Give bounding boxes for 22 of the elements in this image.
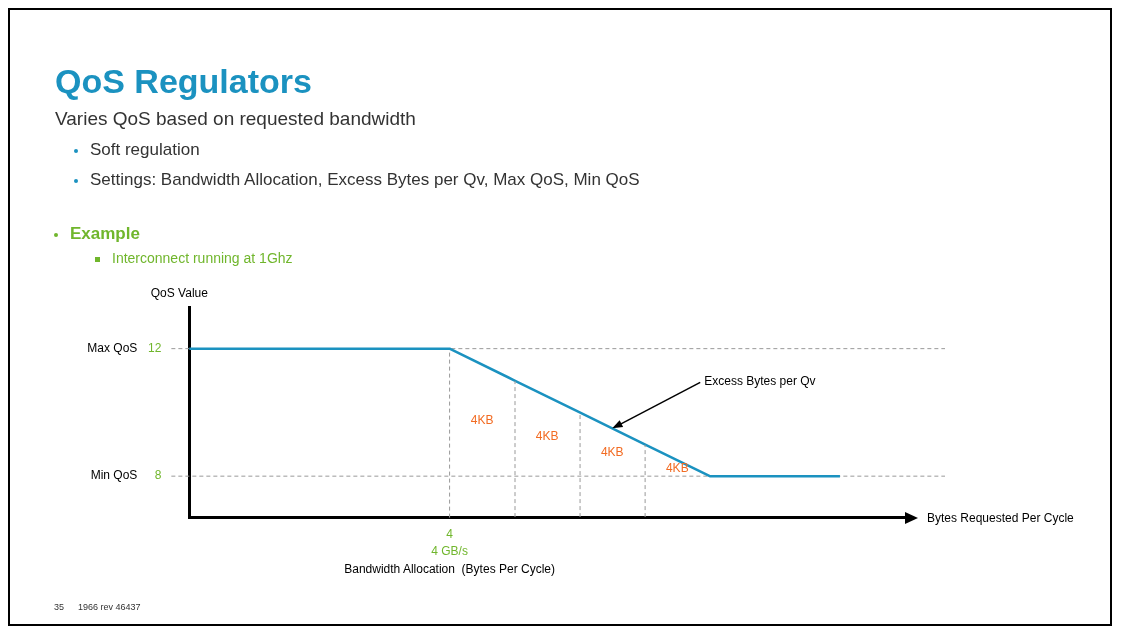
text: Example [69,224,140,244]
annotation: Excess Bytes per Qv [704,373,816,388]
x-tick-label: 4 [446,527,454,542]
annotation: 4KB [600,444,624,459]
chart-subtitle: Varies QoS based on requested bandwidth [55,108,416,130]
text: 4 GB/s [431,543,468,558]
chart-title: QoS Regulators [55,62,312,101]
y-tick-label: 8 [154,468,162,483]
text: Soft regulation [89,140,200,160]
ref-line-label: Min QoS [90,468,138,483]
annotation: 4KB [665,460,689,475]
ref-line-label: Max QoS [87,340,138,355]
y-tick-label: 12 [147,340,162,355]
text: Bandwidth Allocation (Bytes Per Cycle) [344,561,555,576]
text: 1966 rev 46437 [78,602,141,612]
text: Settings: Bandwidth Allocation, Excess Bytes per Qv, Max QoS, Min QoS [89,170,640,190]
y-axis-title: QoS Value [150,285,209,300]
annotation: 4KB [535,428,559,443]
annotation: 4KB [470,412,494,427]
text: Interconnect running at 1Ghz [111,250,293,266]
text: 35 [54,602,65,612]
x-axis-title: Bytes Requested Per Cycle [927,510,1075,525]
